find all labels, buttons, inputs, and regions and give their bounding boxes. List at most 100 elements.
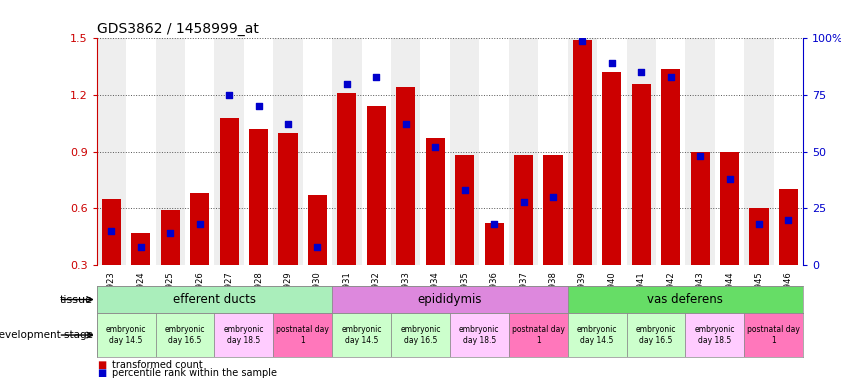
Point (399, 121, 412, 127)
Point (781, 217, 795, 223)
Bar (249, 129, 268, 322)
Bar (214, 313, 273, 357)
Point (134, 244, 147, 250)
Text: embryonic
day 14.5: embryonic day 14.5 (577, 325, 617, 345)
Text: embryonic
day 14.5: embryonic day 14.5 (341, 325, 382, 345)
Text: postnatal day
1: postnatal day 1 (748, 325, 800, 345)
Bar (573, 40, 592, 322)
Bar (396, 88, 415, 322)
Text: ■: ■ (97, 360, 106, 370)
Point (340, 81, 353, 87)
Bar (774, 38, 803, 265)
Bar (214, 38, 244, 265)
Text: embryonic
day 16.5: embryonic day 16.5 (636, 325, 676, 345)
Bar (568, 313, 627, 357)
Bar (685, 313, 744, 357)
Bar (744, 38, 774, 265)
Bar (97, 286, 332, 313)
Bar (391, 313, 450, 357)
Bar (156, 38, 185, 265)
Bar (484, 223, 504, 322)
Text: embryonic
day 16.5: embryonic day 16.5 (400, 325, 441, 345)
Text: percentile rank within the sample: percentile rank within the sample (112, 368, 277, 378)
Text: vas deferens: vas deferens (648, 293, 723, 306)
Bar (426, 139, 445, 322)
Point (310, 244, 324, 250)
Bar (749, 208, 769, 322)
Point (163, 230, 177, 236)
Text: postnatal day
1: postnatal day 1 (512, 325, 564, 345)
Bar (568, 38, 597, 265)
Point (369, 74, 383, 80)
Text: embryonic
day 14.5: embryonic day 14.5 (106, 325, 146, 345)
Point (722, 176, 736, 182)
Point (752, 221, 765, 227)
Bar (156, 313, 214, 357)
Text: GDS3862 / 1458999_at: GDS3862 / 1458999_at (97, 22, 258, 36)
Bar (278, 133, 298, 322)
Text: epididymis: epididymis (418, 293, 482, 306)
Point (693, 153, 706, 159)
Point (664, 74, 677, 80)
Bar (332, 38, 362, 265)
Bar (627, 313, 685, 357)
Bar (273, 313, 332, 357)
Point (104, 228, 118, 234)
Point (634, 69, 648, 75)
Bar (97, 38, 126, 265)
Bar (337, 93, 357, 322)
Bar (656, 38, 685, 265)
Bar (661, 69, 680, 322)
Point (222, 92, 235, 98)
Bar (632, 84, 651, 322)
Bar (450, 38, 479, 265)
Point (458, 187, 471, 193)
Text: efferent ducts: efferent ducts (173, 293, 256, 306)
Bar (509, 38, 538, 265)
Text: embryonic
day 18.5: embryonic day 18.5 (695, 325, 735, 345)
Point (575, 38, 589, 44)
Bar (720, 152, 739, 322)
Bar (568, 286, 803, 313)
Bar (420, 38, 450, 265)
Bar (685, 38, 715, 265)
Bar (538, 38, 568, 265)
Text: embryonic
day 18.5: embryonic day 18.5 (224, 325, 264, 345)
Bar (97, 313, 156, 357)
Bar (690, 152, 710, 322)
Point (605, 60, 618, 66)
Bar (308, 195, 327, 322)
Point (251, 103, 265, 109)
Bar (479, 38, 509, 265)
Bar (362, 38, 391, 265)
Bar (273, 38, 303, 265)
Bar (161, 210, 180, 322)
Text: tissue: tissue (60, 295, 93, 305)
Bar (627, 38, 656, 265)
Text: ■: ■ (97, 368, 106, 378)
Bar (597, 38, 627, 265)
Text: embryonic
day 18.5: embryonic day 18.5 (459, 325, 500, 345)
Bar (779, 189, 798, 322)
Point (546, 194, 559, 200)
Bar (602, 72, 621, 322)
Bar (450, 313, 509, 357)
Bar (391, 38, 420, 265)
Text: development stage: development stage (0, 330, 93, 340)
Bar (190, 193, 209, 322)
Point (193, 221, 206, 227)
Text: postnatal day
1: postnatal day 1 (277, 325, 329, 345)
Bar (514, 156, 533, 322)
Point (428, 144, 442, 150)
Bar (220, 118, 239, 322)
Point (487, 221, 500, 227)
Bar (543, 156, 563, 322)
Bar (244, 38, 273, 265)
Bar (131, 233, 151, 322)
Bar (102, 199, 121, 322)
Bar (126, 38, 156, 265)
Bar (367, 106, 386, 322)
Bar (185, 38, 214, 265)
Point (281, 121, 294, 127)
Bar (715, 38, 744, 265)
